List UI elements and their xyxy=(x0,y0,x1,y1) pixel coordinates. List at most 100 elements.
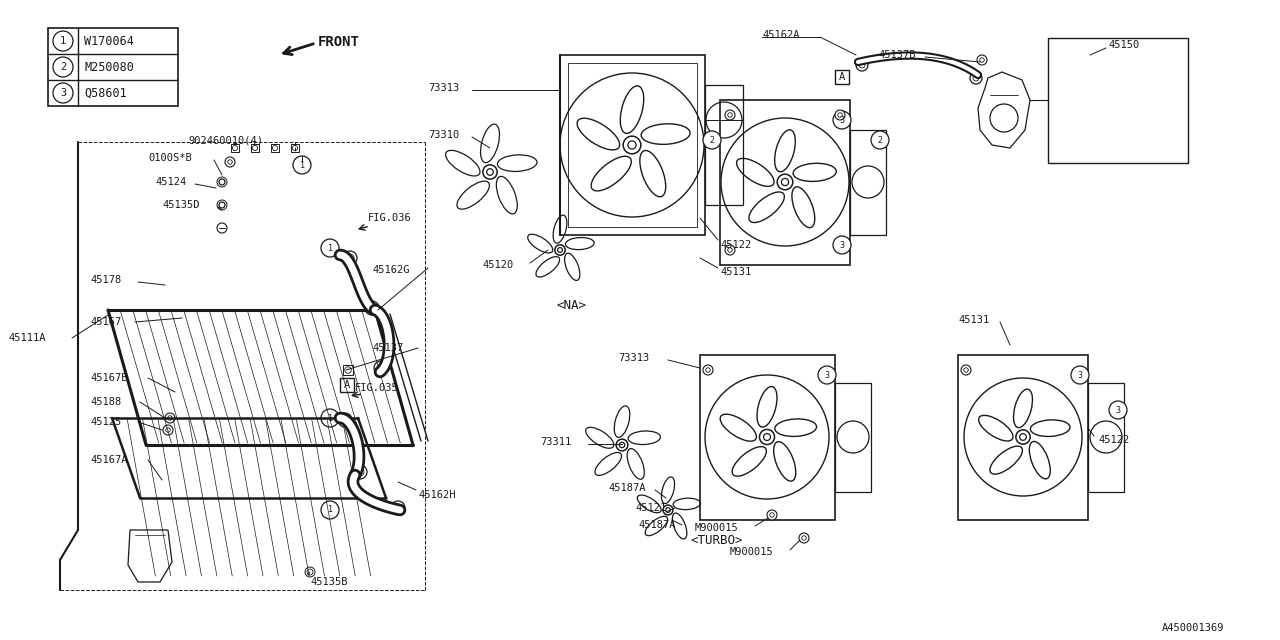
Circle shape xyxy=(781,179,788,186)
Circle shape xyxy=(707,102,742,138)
Circle shape xyxy=(483,165,497,179)
Bar xyxy=(957,355,1088,520)
Circle shape xyxy=(1108,401,1126,419)
Circle shape xyxy=(219,179,225,185)
Circle shape xyxy=(353,465,367,479)
Text: 45137B: 45137B xyxy=(878,50,915,60)
Text: 73310: 73310 xyxy=(428,130,460,140)
Bar xyxy=(568,63,698,227)
Circle shape xyxy=(852,166,884,198)
Text: A450001369: A450001369 xyxy=(1162,623,1225,633)
Circle shape xyxy=(218,177,227,187)
Text: 45137: 45137 xyxy=(372,343,403,353)
Circle shape xyxy=(378,364,385,372)
Bar xyxy=(251,144,259,152)
Text: 2: 2 xyxy=(60,62,67,72)
Circle shape xyxy=(1091,421,1123,453)
Circle shape xyxy=(777,174,792,190)
Text: 45131: 45131 xyxy=(957,315,989,325)
Circle shape xyxy=(870,131,890,149)
Circle shape xyxy=(165,413,175,423)
Text: 45187A: 45187A xyxy=(637,520,676,530)
Bar xyxy=(700,355,835,520)
Text: M900015: M900015 xyxy=(695,523,739,533)
Bar xyxy=(271,144,279,152)
Circle shape xyxy=(321,501,339,519)
Circle shape xyxy=(307,570,312,575)
Circle shape xyxy=(321,239,339,257)
Circle shape xyxy=(973,75,979,81)
Circle shape xyxy=(623,136,641,154)
Circle shape xyxy=(165,428,170,432)
Text: 45150: 45150 xyxy=(1108,40,1139,50)
Text: M250080: M250080 xyxy=(84,61,134,74)
Bar xyxy=(850,130,886,235)
Text: FRONT: FRONT xyxy=(317,35,360,49)
Circle shape xyxy=(979,58,984,62)
Circle shape xyxy=(338,413,352,427)
Polygon shape xyxy=(978,72,1030,148)
Circle shape xyxy=(616,439,628,451)
Text: 902460010(4): 902460010(4) xyxy=(188,135,262,145)
Circle shape xyxy=(964,368,968,372)
Circle shape xyxy=(764,433,771,440)
Text: 1: 1 xyxy=(328,243,333,253)
Text: 45131: 45131 xyxy=(721,267,751,277)
Circle shape xyxy=(228,160,232,164)
Circle shape xyxy=(343,251,357,265)
Circle shape xyxy=(961,365,972,375)
Bar xyxy=(705,85,742,205)
Text: 3: 3 xyxy=(60,88,67,98)
Circle shape xyxy=(218,223,227,233)
Text: 1: 1 xyxy=(60,36,67,46)
Circle shape xyxy=(218,200,227,210)
Bar xyxy=(1048,38,1188,163)
Circle shape xyxy=(168,416,173,420)
Circle shape xyxy=(728,113,732,117)
Circle shape xyxy=(801,536,806,540)
Circle shape xyxy=(356,468,364,476)
Text: 73313: 73313 xyxy=(618,353,649,363)
Circle shape xyxy=(486,169,493,175)
Bar xyxy=(721,100,850,265)
Bar xyxy=(835,70,849,84)
Circle shape xyxy=(365,301,379,315)
Circle shape xyxy=(305,567,315,577)
Circle shape xyxy=(340,416,349,424)
Text: 1: 1 xyxy=(300,161,305,170)
Text: 73311: 73311 xyxy=(540,437,571,447)
Bar xyxy=(49,28,178,106)
Circle shape xyxy=(859,62,865,68)
Circle shape xyxy=(1020,434,1027,440)
Circle shape xyxy=(970,72,982,84)
Circle shape xyxy=(724,110,735,120)
Text: 45167B: 45167B xyxy=(90,373,128,383)
Circle shape xyxy=(225,157,236,167)
Circle shape xyxy=(1016,430,1030,444)
Text: M900015: M900015 xyxy=(730,547,773,557)
Text: 45111A: 45111A xyxy=(8,333,46,343)
Bar xyxy=(343,365,353,375)
Text: 45135D: 45135D xyxy=(163,200,200,210)
Text: 3: 3 xyxy=(840,115,845,125)
Circle shape xyxy=(833,111,851,129)
Text: 0100S*B: 0100S*B xyxy=(148,153,192,163)
Circle shape xyxy=(554,245,566,255)
Circle shape xyxy=(273,145,278,150)
Text: FIG.036: FIG.036 xyxy=(369,213,412,223)
Bar xyxy=(291,144,300,152)
Circle shape xyxy=(663,505,673,515)
Circle shape xyxy=(374,361,388,375)
Circle shape xyxy=(219,179,224,184)
Text: 1: 1 xyxy=(328,506,333,515)
Bar xyxy=(561,55,705,235)
Circle shape xyxy=(390,501,404,515)
Bar xyxy=(340,378,355,392)
Text: 45167A: 45167A xyxy=(90,455,128,465)
Circle shape xyxy=(1071,366,1089,384)
Text: 45125: 45125 xyxy=(90,417,122,427)
Text: A: A xyxy=(838,72,845,82)
Circle shape xyxy=(628,141,636,149)
Bar xyxy=(230,144,239,152)
Circle shape xyxy=(344,367,351,373)
